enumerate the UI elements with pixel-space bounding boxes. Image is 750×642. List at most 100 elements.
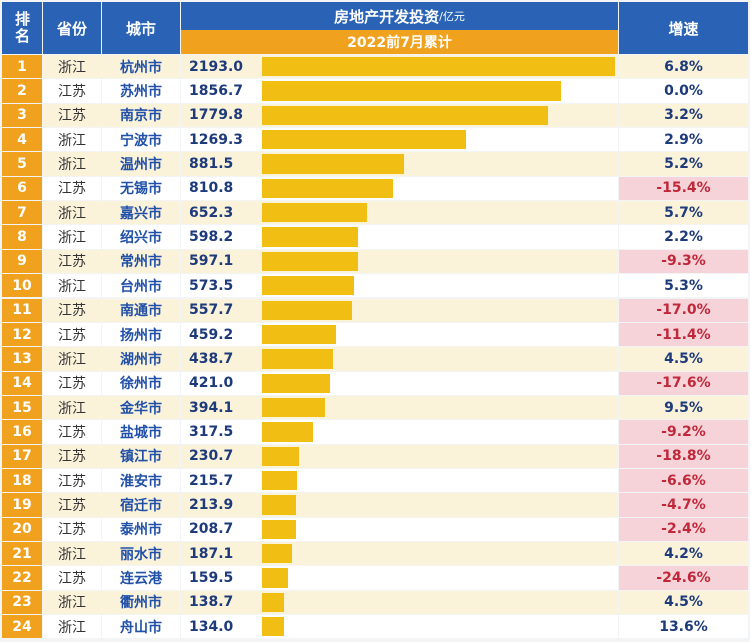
bar [262,251,359,272]
rank-cell: 7 [2,201,42,225]
province-cell: 浙江 [43,590,101,615]
bar [262,57,615,77]
bar [262,373,330,393]
province-cell: 浙江 [43,542,101,566]
province-cell: 江苏 [43,493,101,517]
rank-cell: 14 [2,371,42,395]
value-label: 459.2 [189,326,234,343]
province-cell: 江苏 [43,468,101,493]
rank-cell: 2 [2,79,42,103]
bar-track [181,615,618,639]
rank-cell: 8 [2,225,42,249]
value-label: 230.7 [189,448,234,465]
value-label: 1269.3 [189,131,244,148]
value-label: 317.5 [189,423,234,440]
city-label: 南通市 [102,298,180,322]
period-header: 2022前7月累计 [181,30,618,54]
bar [262,519,296,539]
growth-label: 13.6% [619,615,748,639]
value-label: 438.7 [189,350,234,367]
rank-header: 排名 [2,2,42,54]
city-label: 泰州市 [102,517,180,541]
rank-cell: 4 [2,128,42,152]
province-cell: 浙江 [43,615,101,639]
bar [262,276,355,296]
rank-cell: 17 [2,444,42,468]
growth-label: -18.8% [619,444,748,468]
city-header: 城市 [102,2,180,54]
rank-cell: 11 [2,298,42,322]
rank-cell: 1 [2,55,42,79]
growth-label: -2.4% [619,517,748,541]
growth-label: -6.6% [619,468,748,493]
growth-header-label: 增速 [668,19,699,38]
value-label: 394.1 [189,399,234,416]
bar [262,617,284,637]
growth-label: -9.2% [619,420,748,444]
city-label: 常州市 [102,249,180,274]
growth-label: -11.4% [619,322,748,347]
value-label: 652.3 [189,204,234,221]
city-label: 宿迁市 [102,493,180,517]
bar [262,203,367,223]
bar [262,300,352,320]
bar [262,324,336,345]
city-label: 苏州市 [102,79,180,103]
growth-label: -24.6% [619,566,748,590]
value-label: 213.9 [189,496,234,513]
province-cell: 江苏 [43,517,101,541]
bar [262,349,333,369]
period-header-label: 2022前7月累计 [347,35,452,51]
growth-label: 5.3% [619,274,748,298]
province-cell: 江苏 [43,420,101,444]
province-header: 省份 [43,2,101,54]
city-label: 徐州市 [102,371,180,395]
growth-label: 5.2% [619,152,748,176]
rank-cell: 20 [2,517,42,541]
growth-label: 4.5% [619,347,748,371]
province-cell: 江苏 [43,249,101,274]
province-cell: 浙江 [43,55,101,79]
bar-track [181,590,618,615]
growth-label: -17.6% [619,371,748,395]
rank-cell: 18 [2,468,42,493]
growth-label: 4.2% [619,542,748,566]
bar [262,105,549,126]
bar [262,227,359,247]
value-label: 1856.7 [189,83,244,100]
bar [262,495,297,515]
city-label: 淮安市 [102,468,180,493]
growth-label: 6.8% [619,55,748,79]
rank-cell: 23 [2,590,42,615]
province-cell: 江苏 [43,79,101,103]
city-label: 绍兴市 [102,225,180,249]
province-cell: 江苏 [43,444,101,468]
province-header-label: 省份 [56,19,87,38]
province-cell: 江苏 [43,566,101,590]
rank-header-label: 排名 [13,11,31,45]
rank-cell: 13 [2,347,42,371]
metric-header: 房地产开发投资/亿元 [181,2,618,30]
city-label: 杭州市 [102,55,180,79]
rank-cell: 10 [2,274,42,298]
rank-cell: 24 [2,615,42,639]
growth-label: 9.5% [619,395,748,420]
value-label: 187.1 [189,545,234,562]
bar [262,130,467,150]
province-cell: 浙江 [43,201,101,225]
bar [262,178,393,199]
city-label: 台州市 [102,274,180,298]
value-label: 421.0 [189,375,234,392]
value-label: 138.7 [189,594,234,611]
province-cell: 浙江 [43,128,101,152]
growth-label: 0.0% [619,79,748,103]
bar [262,592,285,613]
city-label: 嘉兴市 [102,201,180,225]
growth-header: 增速 [619,2,748,54]
value-label: 215.7 [189,472,234,489]
rank-cell: 12 [2,322,42,347]
value-label: 598.2 [189,229,234,246]
rank-cell: 15 [2,395,42,420]
growth-label: 5.7% [619,201,748,225]
